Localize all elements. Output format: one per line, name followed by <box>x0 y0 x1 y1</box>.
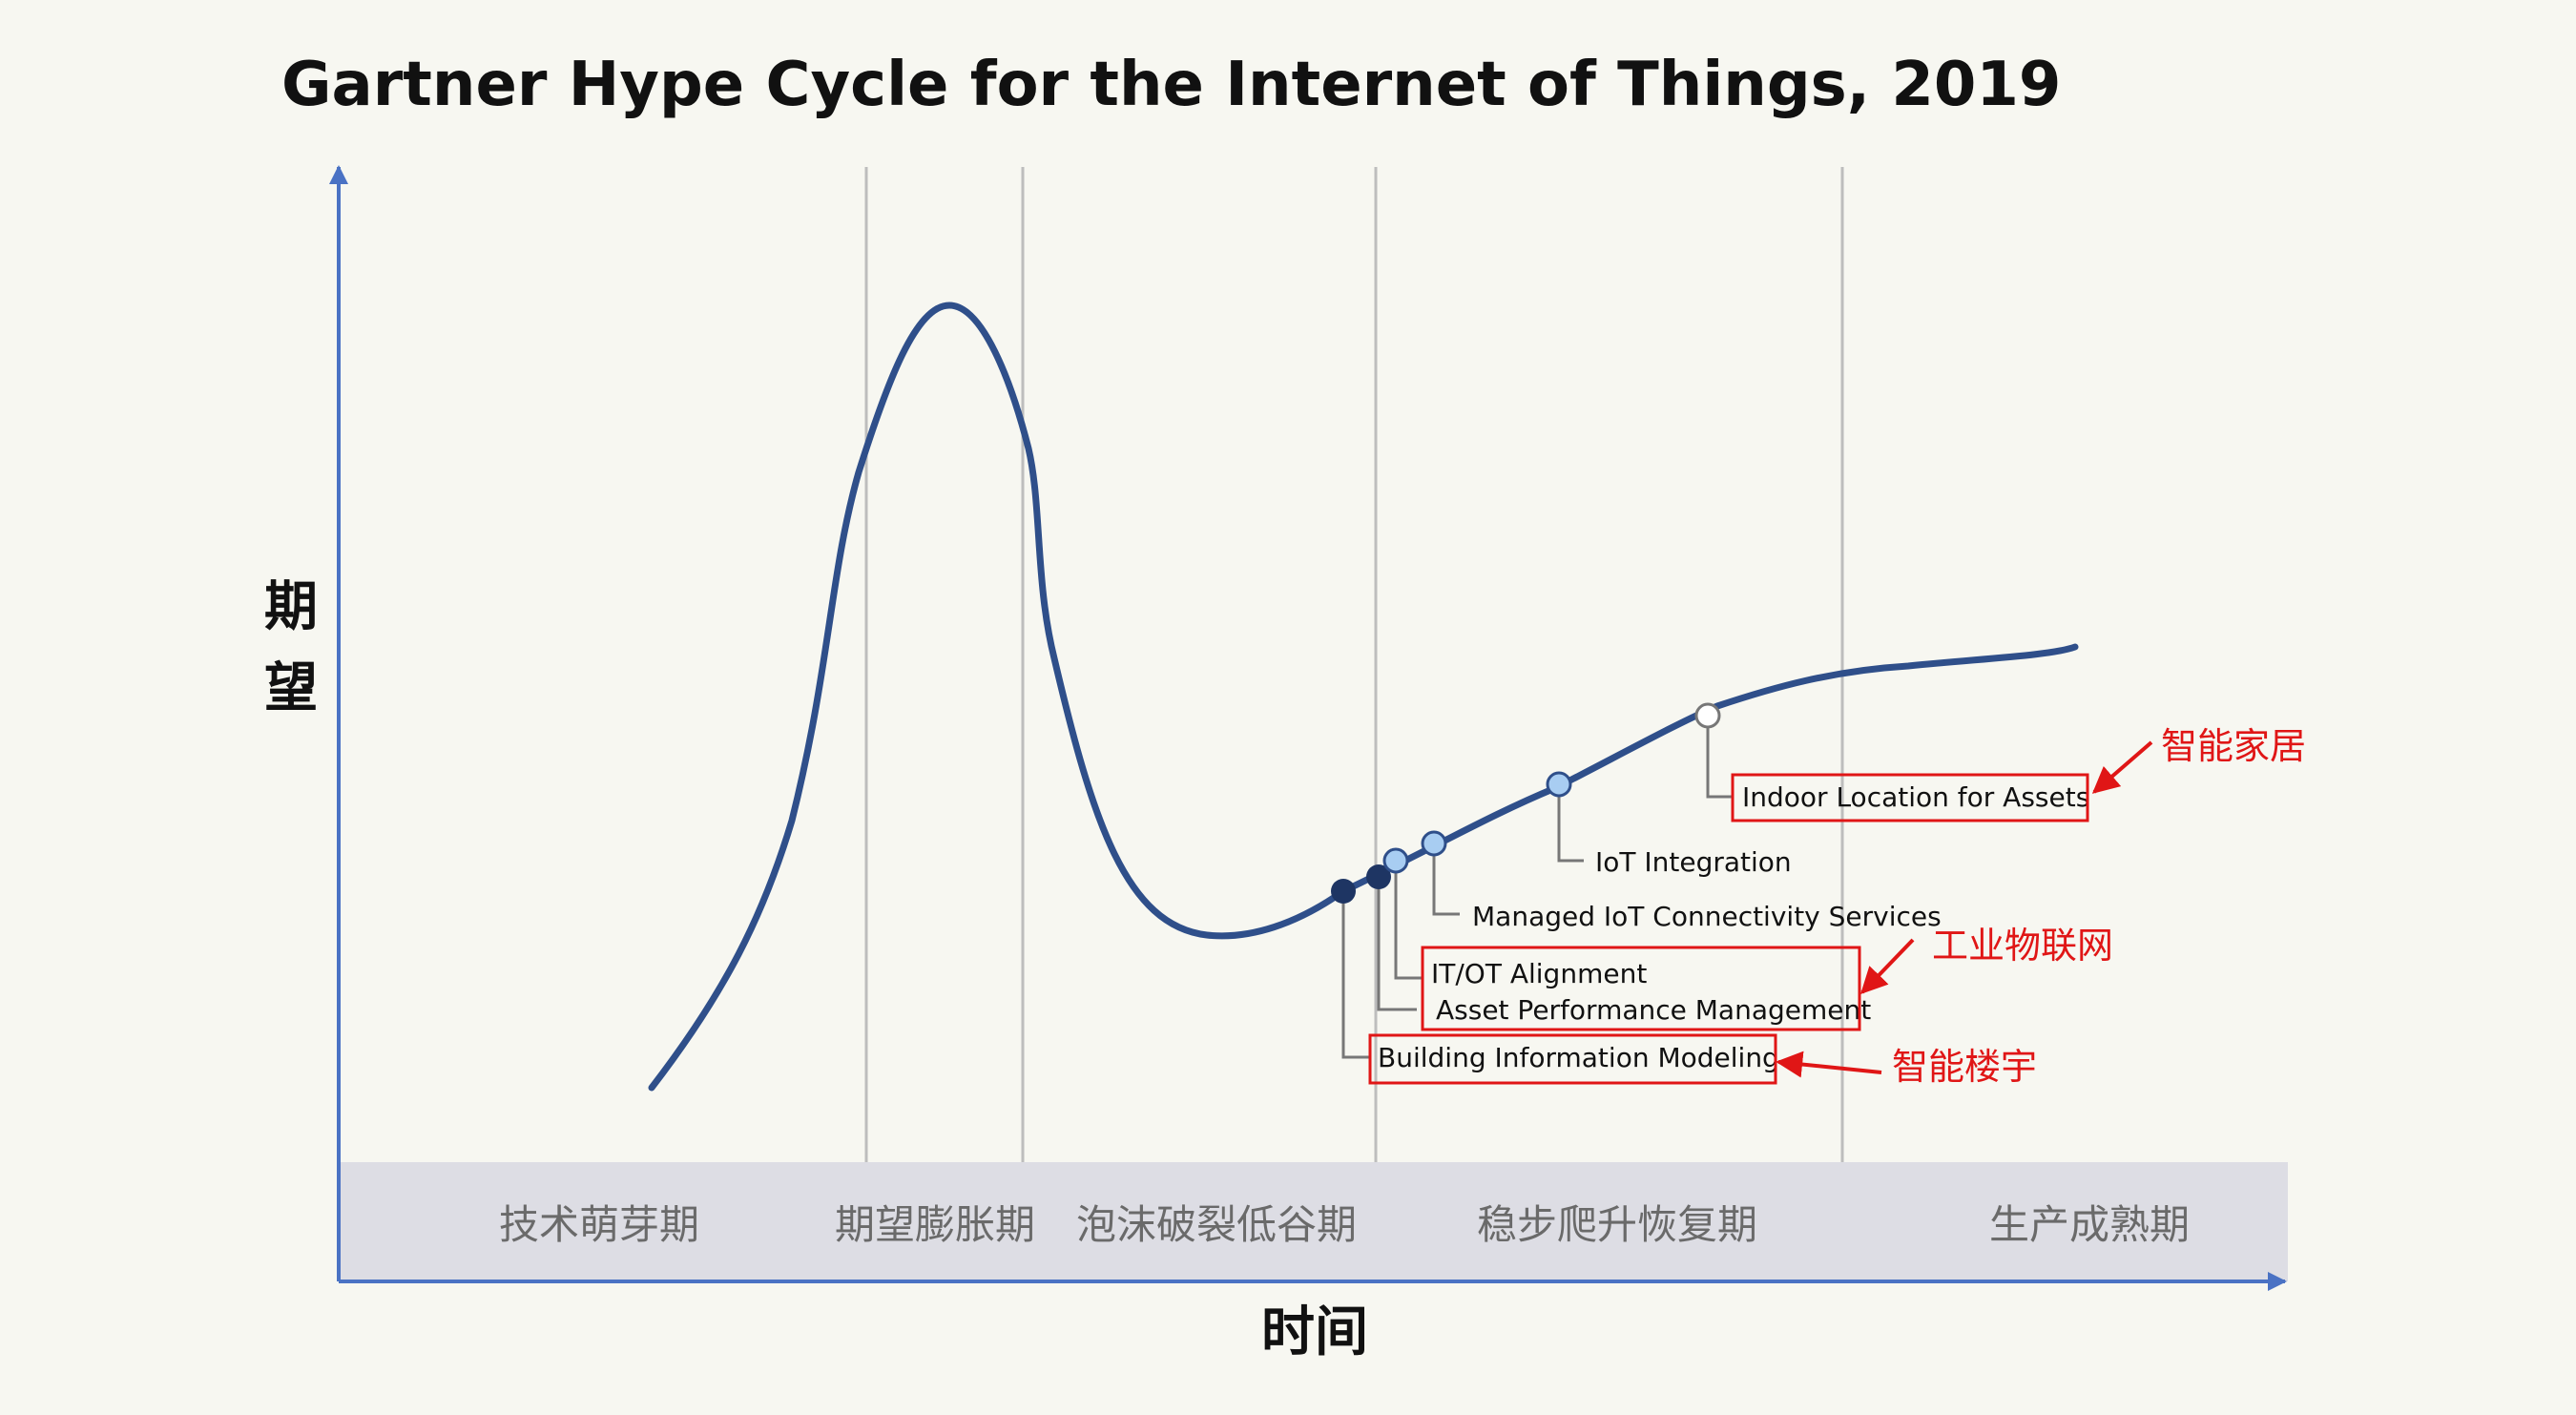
tech-label-iot-integration: IoT Integration <box>1595 846 1792 878</box>
phase-label-plateau: 生产成熟期 <box>1989 1201 2190 1248</box>
chart-title: Gartner Hype Cycle for the Internet of T… <box>281 50 2061 120</box>
y-axis-label-char-2: 望 <box>264 657 318 719</box>
hype-curve <box>648 302 2079 1092</box>
marker-managed-iot-connectivity <box>1421 830 1447 857</box>
annotation-smart-home: 智能家居 <box>2161 725 2306 767</box>
tech-label-asset-performance-management: Asset Performance Management <box>1436 994 1871 1026</box>
marker-building-information-modeling <box>1331 879 1356 904</box>
annotation-arrows <box>1776 740 2153 1078</box>
marker-asset-performance-management <box>1366 864 1391 889</box>
phase-band <box>339 1162 2288 1281</box>
tech-label-indoor-location: Indoor Location for Assets <box>1742 781 2089 813</box>
phase-label-slope: 稳步爬升恢复期 <box>1477 1201 1757 1248</box>
phase-label-peak: 期望膨胀期 <box>835 1201 1035 1248</box>
marker-it-ot-alignment <box>1382 847 1409 874</box>
highlight-box-smart-building <box>1368 1033 1777 1085</box>
marker-iot-integration <box>1546 771 1572 798</box>
tech-label-it-ot-alignment: IT/OT Alignment <box>1431 958 1647 989</box>
annotation-smart-building: 智能楼宇 <box>1892 1046 2037 1088</box>
leader-lines <box>1341 716 1732 1059</box>
x-axis-label: 时间 <box>1261 1301 1368 1363</box>
y-axis-label-char-1: 期 <box>264 576 318 638</box>
annotation-industrial-iot: 工业物联网 <box>1932 925 2113 967</box>
phase-dividers <box>864 167 1844 1162</box>
marker-indoor-location <box>1694 702 1721 729</box>
tech-label-building-information-modeling: Building Information Modeling <box>1378 1042 1779 1073</box>
highlight-box-smart-home <box>1731 773 2089 822</box>
phase-label-trough: 泡沫破裂低谷期 <box>1076 1201 1357 1248</box>
highlight-box-industrial-iot <box>1421 946 1861 1031</box>
phase-label-trigger: 技术萌芽期 <box>499 1201 699 1248</box>
tech-label-managed-iot-connectivity: Managed IoT Connectivity Services <box>1472 901 1942 932</box>
